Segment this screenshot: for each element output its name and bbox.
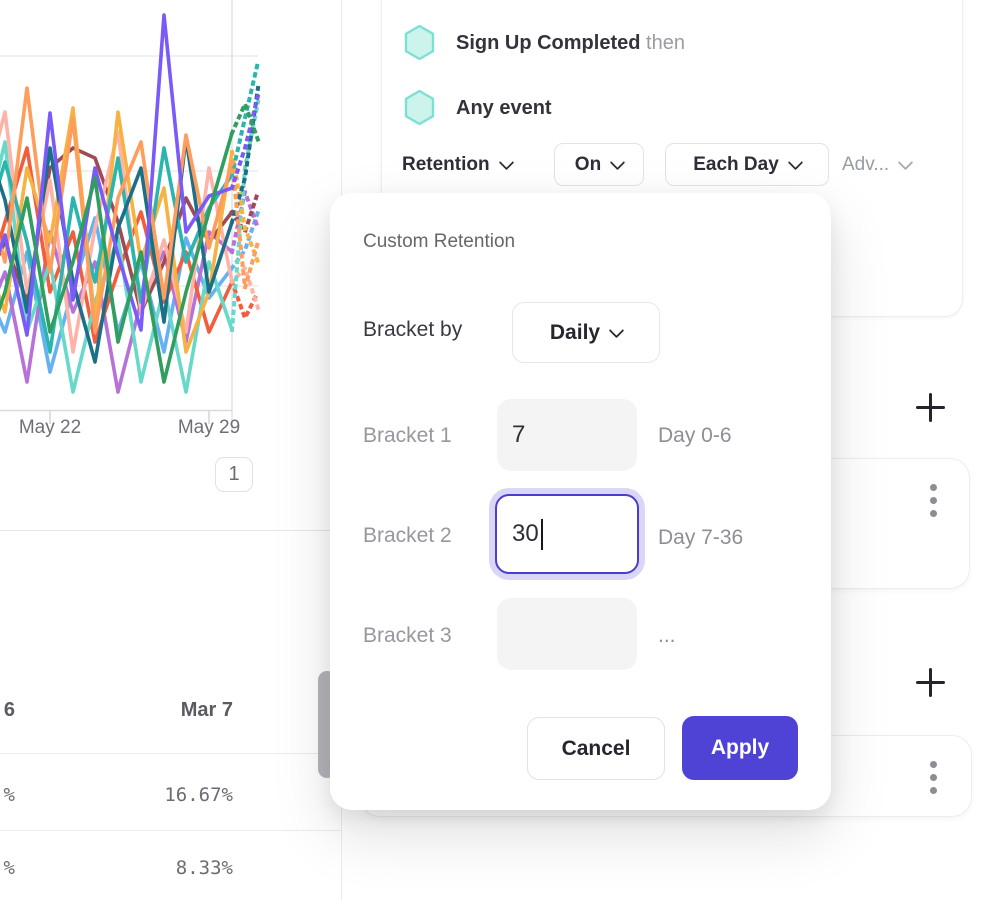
table-cell-partial: % — [3, 857, 15, 879]
bracket-2-label: Bracket 2 — [363, 524, 452, 547]
advanced-label: Adv... — [842, 154, 890, 175]
x-tick-label-may29: May 29 — [177, 417, 241, 438]
chart-line-dashed-tail-line-4 — [229, 189, 261, 237]
bracket-by-dropdown[interactable]: Daily — [512, 302, 660, 363]
add-section-button[interactable] — [916, 393, 945, 422]
retention-line-chart[interactable] — [0, 0, 341, 434]
section-divider — [0, 530, 341, 531]
bracket-2-range: Day 7-36 — [658, 526, 744, 549]
hexagon-icon — [404, 89, 435, 126]
chart-line-dashed-tail-line-8 — [229, 59, 261, 178]
kebab-dot — [930, 510, 937, 517]
left-report-panel: May 22 May 29 1 6 Mar 7 % 16.67% % 8.33% — [0, 0, 342, 900]
event-step-label: Sign Up Completed — [456, 32, 641, 54]
event-step-any-event[interactable]: Any event — [456, 97, 552, 120]
table-column-header-mar7: Mar 7 — [180, 699, 233, 721]
kebab-dot — [930, 787, 937, 794]
granularity-label: Each Day — [693, 153, 779, 175]
table-column-header-partial: 6 — [3, 699, 15, 721]
event-step-label: Any event — [456, 97, 552, 119]
x-tick-label-may22: May 22 — [18, 417, 82, 438]
kebab-menu-icon[interactable] — [930, 484, 937, 517]
modal-title: Custom Retention — [363, 231, 516, 252]
chart-line-line-11 — [0, 13, 234, 337]
chart-line-line-8 — [0, 146, 234, 354]
table-divider — [0, 753, 341, 754]
kebab-dot — [930, 774, 937, 781]
text-cursor — [540, 518, 544, 550]
chart-line-line-9 — [0, 136, 234, 364]
chart-series-group — [0, 13, 261, 394]
bracket-3-label: Bracket 3 — [363, 624, 452, 647]
chart-line-dashed-tail-line-12 — [229, 98, 261, 143]
chevron-down-icon — [897, 154, 914, 171]
bracket-1-range: Day 0-6 — [658, 424, 732, 447]
bracket-2-input-focused[interactable]: 30 — [495, 494, 639, 574]
chart-line-line-5 — [0, 110, 234, 354]
chart-line-line-12 — [0, 131, 234, 384]
chart-line-line-3 — [0, 146, 234, 344]
granularity-dropdown[interactable]: Each Day — [665, 143, 829, 186]
bracket-by-label: Bracket by — [363, 318, 463, 341]
chevron-down-icon — [498, 154, 514, 171]
kebab-dot — [930, 497, 937, 504]
chart-line-dashed-tail-line-5 — [229, 264, 261, 311]
bracket-3-input[interactable] — [497, 598, 637, 670]
chart-line-line-2 — [0, 230, 234, 394]
table-cell-partial: % — [3, 784, 15, 806]
kebab-menu-icon[interactable] — [930, 761, 937, 794]
on-label: On — [574, 153, 602, 175]
measurement-dropdown[interactable]: Retention — [398, 145, 516, 185]
event-step-sign-up[interactable]: Sign Up Completed then — [456, 32, 685, 55]
apply-button[interactable]: Apply — [682, 716, 798, 780]
add-section-button[interactable] — [916, 668, 945, 697]
custom-retention-modal: Custom Retention Bracket by Daily Bracke… — [330, 193, 831, 810]
measurement-label: Retention — [402, 154, 490, 175]
bracket-1-input[interactable]: 7 — [497, 399, 637, 471]
bracket-3-range: ... — [658, 624, 676, 647]
pagination-page-button[interactable]: 1 — [215, 457, 253, 492]
chevron-down-icon — [787, 154, 804, 170]
bracket-2-value: 30 — [512, 520, 539, 547]
bracket-by-value: Daily — [549, 320, 601, 344]
chart-line-dashed-tail-line-10 — [229, 159, 261, 289]
table-cell: 16.67% — [164, 784, 233, 806]
event-step-suffix: then — [646, 32, 685, 54]
cancel-button[interactable]: Cancel — [527, 717, 665, 780]
bracket-1-value: 7 — [512, 421, 526, 448]
table-divider — [0, 830, 341, 831]
chevron-down-icon — [609, 154, 626, 170]
chart-line-dashed-tail-line-11 — [229, 93, 261, 191]
advanced-dropdown[interactable]: Adv... — [842, 145, 914, 185]
hexagon-icon — [404, 24, 435, 61]
bracket-1-label: Bracket 1 — [363, 424, 452, 447]
table-cell: 8.33% — [175, 857, 233, 879]
kebab-dot — [930, 484, 937, 491]
chevron-down-icon — [608, 322, 625, 338]
kebab-dot — [930, 761, 937, 768]
on-dropdown[interactable]: On — [554, 143, 644, 186]
